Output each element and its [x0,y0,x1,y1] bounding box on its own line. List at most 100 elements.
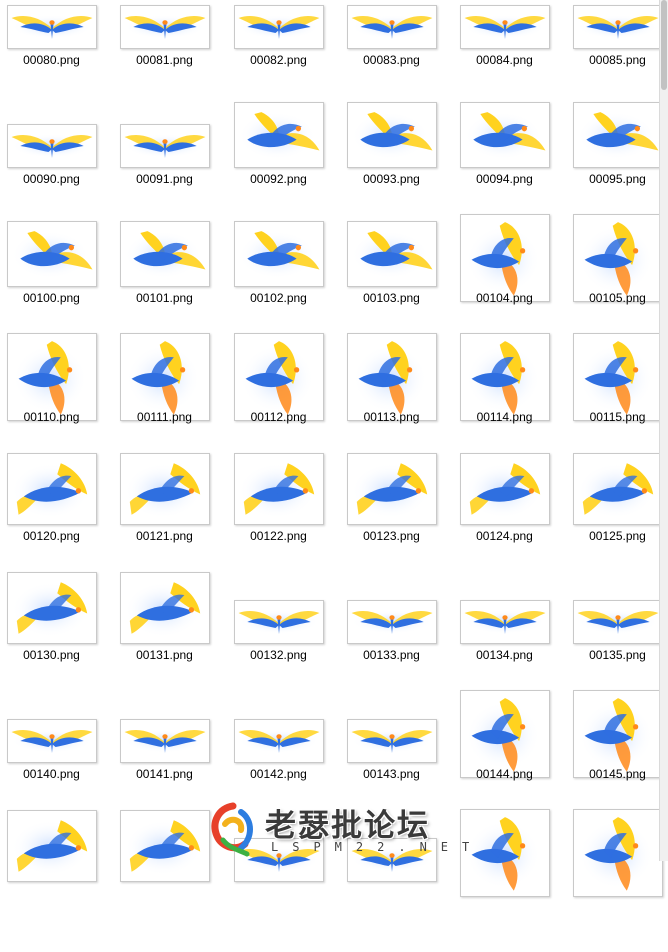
file-thumbnail[interactable] [572,102,663,168]
file-item[interactable]: 00105.png [561,214,668,357]
file-item[interactable]: 00110.png [0,333,108,476]
file-name-label: 00123.png [363,529,420,543]
file-thumbnail[interactable] [119,572,210,644]
file-item[interactable]: 00082.png [222,0,335,119]
file-item[interactable]: 00142.png [222,714,335,833]
file-item[interactable]: 00145.png [561,690,668,833]
scrollbar-thumb[interactable] [661,0,667,90]
file-item[interactable]: 00115.png [561,333,668,476]
file-thumbnail[interactable] [6,572,97,644]
file-name-label: 00122.png [250,529,307,543]
file-thumbnail[interactable] [233,600,324,644]
file-thumbnail[interactable] [572,600,663,644]
file-thumbnail[interactable] [119,333,210,421]
file-item[interactable]: 00132.png [222,595,335,714]
file-item[interactable]: 00091.png [108,119,221,238]
file-item[interactable]: 00085.png [561,0,668,119]
file-thumbnail[interactable] [459,453,550,525]
file-thumbnail[interactable] [119,719,210,763]
file-item[interactable]: 00123.png [335,453,448,595]
file-item[interactable]: 00133.png [335,595,448,714]
file-item[interactable]: 00100.png [0,221,108,357]
file-item[interactable]: 00143.png [335,714,448,833]
file-item[interactable]: 00080.png [0,0,108,119]
file-thumbnail[interactable] [6,453,97,525]
file-thumbnail[interactable] [6,810,97,882]
file-thumbnail[interactable] [119,810,210,882]
file-item[interactable]: 00112.png [222,333,335,476]
vertical-scrollbar[interactable] [659,0,668,861]
file-thumbnail[interactable] [119,5,210,49]
file-thumbnail[interactable] [233,719,324,763]
file-thumbnail[interactable] [572,809,663,897]
file-item[interactable]: 00111.png [108,333,221,476]
file-name-label: 00091.png [136,172,193,186]
file-thumbnail[interactable] [233,102,324,168]
file-item[interactable]: 00140.png [0,714,108,833]
file-thumbnail[interactable] [572,333,663,421]
file-thumbnail[interactable] [459,214,550,302]
file-item[interactable]: 00101.png [108,221,221,357]
file-item[interactable]: 00081.png [108,0,221,119]
file-thumbnail[interactable] [572,5,663,49]
file-item[interactable]: 00121.png [108,453,221,595]
file-item[interactable]: 00122.png [222,453,335,595]
file-thumbnail[interactable] [346,719,437,763]
file-thumbnail[interactable] [572,214,663,302]
file-item[interactable]: 00084.png [448,0,561,119]
file-item[interactable]: 00124.png [448,453,561,595]
file-item[interactable]: 00093.png [335,102,448,238]
file-thumbnail[interactable] [346,5,437,49]
file-item[interactable]: 00113.png [335,333,448,476]
file-item[interactable]: 00134.png [448,595,561,714]
file-item[interactable]: 00092.png [222,102,335,238]
file-thumbnail[interactable] [572,690,663,778]
file-thumbnail[interactable] [6,5,97,49]
file-name-label: 00094.png [476,172,533,186]
file-item[interactable]: 00104.png [448,214,561,357]
file-item[interactable]: 00094.png [448,102,561,238]
file-thumbnail[interactable] [6,333,97,421]
file-name-label: 00082.png [250,53,307,67]
file-thumbnail[interactable] [233,453,324,525]
file-thumbnail[interactable] [459,690,550,778]
file-item[interactable]: 00102.png [222,221,335,357]
file-thumbnail[interactable] [233,221,324,287]
file-thumbnail[interactable] [346,221,437,287]
file-item[interactable]: 00083.png [335,0,448,119]
file-item[interactable]: 00141.png [108,714,221,833]
file-item[interactable]: 00120.png [0,453,108,595]
file-thumbnail[interactable] [459,5,550,49]
file-name-label: 00093.png [363,172,420,186]
file-item[interactable]: 00135.png [561,595,668,714]
file-thumbnail[interactable] [459,333,550,421]
file-item[interactable]: 00095.png [561,102,668,238]
file-thumbnail[interactable] [459,600,550,644]
file-thumbnail[interactable] [6,221,97,287]
file-thumbnail[interactable] [119,221,210,287]
file-item[interactable]: 00103.png [335,221,448,357]
file-name-label: 00080.png [23,53,80,67]
file-thumbnail[interactable] [459,102,550,168]
file-item[interactable]: 00114.png [448,333,561,476]
file-thumbnail[interactable] [233,5,324,49]
file-item[interactable]: 00125.png [561,453,668,595]
file-thumbnail[interactable] [346,333,437,421]
file-item[interactable]: 00131.png [108,572,221,714]
file-thumbnail[interactable] [346,453,437,525]
file-thumbnail[interactable] [572,453,663,525]
file-thumbnail[interactable] [119,124,210,168]
file-item[interactable] [561,809,668,952]
file-name-label: 00112.png [250,410,307,424]
file-item[interactable]: 00090.png [0,119,108,238]
file-item[interactable]: 00130.png [0,572,108,714]
file-thumbnail[interactable] [346,102,437,168]
watermark-title: 老瑟批论坛 [265,808,430,844]
file-item[interactable]: 00144.png [448,690,561,833]
file-thumbnail[interactable] [6,719,97,763]
file-thumbnail[interactable] [6,124,97,168]
file-item[interactable] [0,810,108,952]
file-thumbnail[interactable] [119,453,210,525]
file-thumbnail[interactable] [233,333,324,421]
file-thumbnail[interactable] [346,600,437,644]
